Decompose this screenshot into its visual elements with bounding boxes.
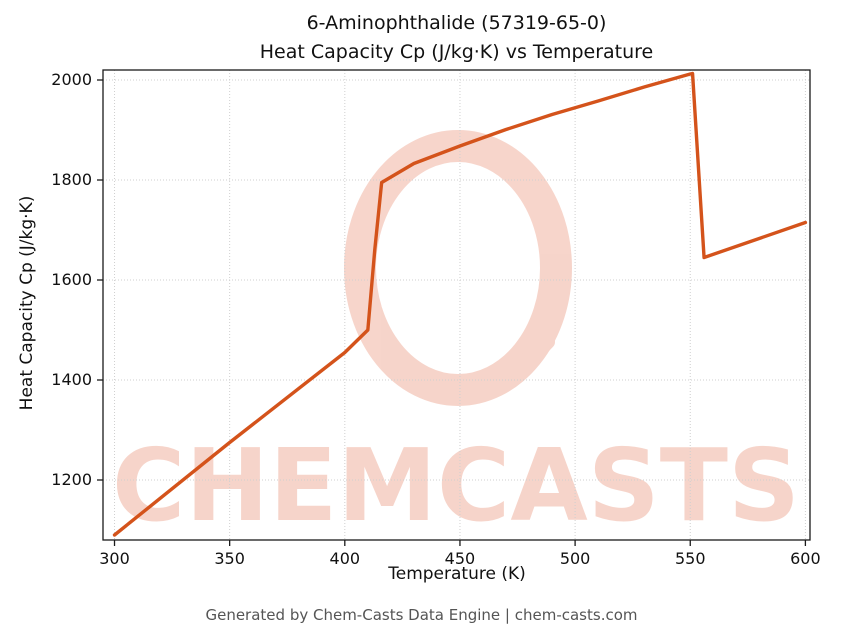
chart-title-block: 6-Aminophthalide (57319-65-0) Heat Capac… — [103, 9, 810, 67]
x-tick-label: 450 — [445, 549, 476, 568]
x-tick-label: 400 — [330, 549, 361, 568]
plot-border — [102, 69, 811, 541]
x-tick-label: 350 — [214, 549, 245, 568]
footer-text: Generated by Chem-Casts Data Engine | ch… — [205, 606, 638, 624]
x-axis-label: Temperature (K) — [388, 564, 526, 584]
y-tick-label: 1600 — [51, 270, 92, 289]
chart-title: 6-Aminophthalide (57319-65-0) — [306, 12, 607, 34]
gridlines — [103, 70, 810, 540]
x-tick-label: 300 — [99, 549, 130, 568]
axis-ticks — [97, 79, 807, 546]
axis-tick-labels: 300 350 400 450 500 550 600 1200 1400 1600 1800 200… — [51, 70, 820, 568]
chart-subtitle: Heat Capacity Cp (J/kg·K) vs Temperature — [259, 41, 654, 63]
y-axis-label: Heat Capacity Cp (J/kg·K) — [17, 195, 37, 411]
x-tick-label: 550 — [675, 549, 706, 568]
cp-data-line — [112, 71, 808, 537]
watermark-text: CHEMCASTS — [112, 427, 800, 544]
y-tick-label: 1800 — [51, 170, 92, 189]
y-tick-label: 2000 — [51, 70, 92, 89]
watermark: CHEMCASTS — [112, 130, 800, 544]
watermark-logo-swoosh-icon — [493, 335, 555, 377]
x-tick-label: 500 — [560, 549, 591, 568]
y-tick-label: 1400 — [51, 370, 92, 389]
x-tick-label: 600 — [790, 549, 821, 568]
y-tick-label: 1200 — [51, 470, 92, 489]
